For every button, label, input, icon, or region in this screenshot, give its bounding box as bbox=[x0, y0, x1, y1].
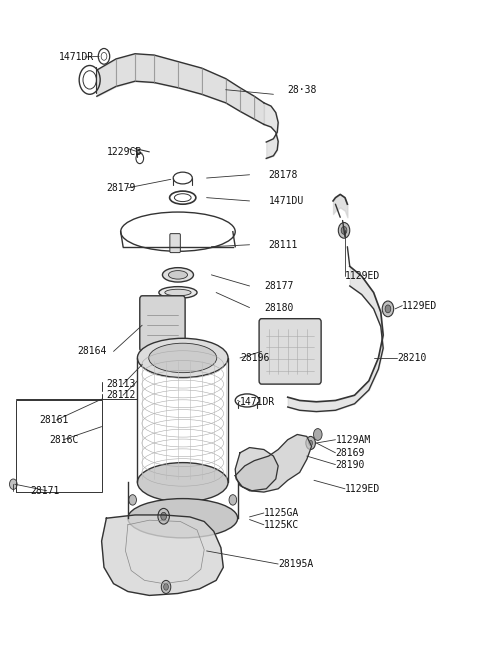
Ellipse shape bbox=[137, 338, 228, 378]
Text: 28·38: 28·38 bbox=[288, 85, 317, 95]
Text: 1471DU: 1471DU bbox=[269, 196, 304, 206]
Text: 28180: 28180 bbox=[264, 303, 293, 313]
Circle shape bbox=[313, 428, 322, 440]
Polygon shape bbox=[235, 447, 278, 491]
Text: 28112: 28112 bbox=[107, 390, 136, 400]
FancyBboxPatch shape bbox=[259, 319, 321, 384]
FancyBboxPatch shape bbox=[170, 234, 180, 252]
Polygon shape bbox=[102, 515, 223, 595]
Circle shape bbox=[129, 495, 136, 505]
Circle shape bbox=[338, 223, 350, 238]
Text: 1471DR: 1471DR bbox=[59, 52, 94, 62]
Text: 28164: 28164 bbox=[78, 346, 107, 356]
Text: 28196: 28196 bbox=[240, 353, 269, 363]
Ellipse shape bbox=[128, 499, 238, 538]
Text: 28169: 28169 bbox=[336, 448, 365, 458]
Text: 28210: 28210 bbox=[397, 353, 427, 363]
Circle shape bbox=[161, 512, 167, 520]
Ellipse shape bbox=[159, 286, 197, 298]
Text: 28179: 28179 bbox=[107, 183, 136, 193]
Text: 28195A: 28195A bbox=[278, 559, 313, 569]
Ellipse shape bbox=[137, 463, 228, 502]
FancyBboxPatch shape bbox=[140, 296, 185, 351]
Ellipse shape bbox=[162, 267, 193, 282]
Bar bbox=[16, 401, 102, 492]
Ellipse shape bbox=[165, 289, 191, 296]
Text: 28190: 28190 bbox=[336, 460, 365, 470]
Text: 1125GA: 1125GA bbox=[264, 508, 299, 518]
Text: 1129AM: 1129AM bbox=[336, 435, 371, 445]
Ellipse shape bbox=[168, 271, 188, 279]
Circle shape bbox=[164, 583, 168, 590]
Circle shape bbox=[341, 227, 347, 235]
Text: 28171: 28171 bbox=[30, 486, 60, 496]
Polygon shape bbox=[235, 434, 312, 492]
Text: 28178: 28178 bbox=[269, 170, 298, 180]
Text: 1129ED: 1129ED bbox=[345, 271, 380, 281]
Text: 1129ED: 1129ED bbox=[345, 484, 380, 494]
Text: 28111: 28111 bbox=[269, 240, 298, 250]
Text: 28161: 28161 bbox=[39, 415, 69, 425]
Circle shape bbox=[309, 440, 312, 445]
Text: 28177: 28177 bbox=[264, 281, 293, 291]
Text: 1229CB: 1229CB bbox=[107, 147, 142, 157]
Text: 1125KC: 1125KC bbox=[264, 520, 299, 530]
Circle shape bbox=[158, 509, 169, 524]
Ellipse shape bbox=[149, 343, 217, 373]
Text: 28113: 28113 bbox=[107, 379, 136, 389]
Text: 1471DR: 1471DR bbox=[240, 397, 275, 407]
Circle shape bbox=[10, 479, 17, 489]
Circle shape bbox=[306, 436, 315, 449]
Circle shape bbox=[385, 305, 391, 313]
Circle shape bbox=[382, 301, 394, 317]
Circle shape bbox=[229, 495, 237, 505]
Text: 2816C: 2816C bbox=[49, 435, 79, 445]
Text: 1129ED: 1129ED bbox=[402, 301, 437, 311]
Circle shape bbox=[161, 580, 171, 593]
